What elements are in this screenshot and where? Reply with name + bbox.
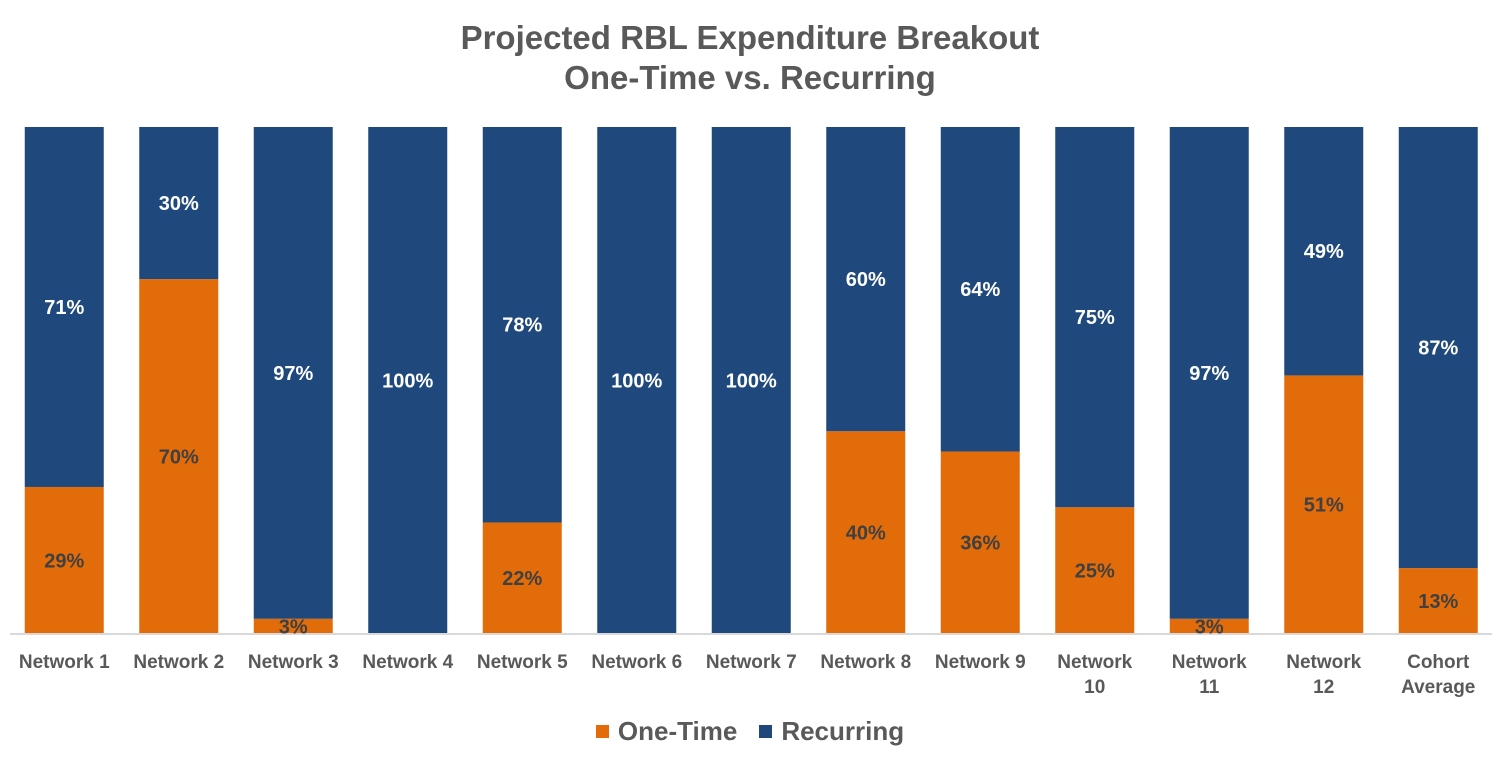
data-label-recurring-12: 49% — [1304, 241, 1344, 263]
legend-swatch-recurring — [759, 725, 773, 738]
data-label-one-time-5: 22% — [502, 568, 542, 590]
legend-item-one-time[interactable]: One-Time — [595, 716, 738, 747]
category-label-10-line-2: 10 — [1084, 677, 1105, 698]
category-label-2-line-1: Network 2 — [133, 652, 224, 673]
category-label-13-line-1: Cohort — [1407, 652, 1470, 673]
category-label-6-line-1: Network 6 — [591, 652, 682, 673]
bar-recurring-8 — [826, 127, 906, 432]
category-label-10-line-1: Network — [1057, 652, 1132, 673]
data-label-one-time-3: 3% — [279, 616, 308, 638]
category-label-11: Network 11 — [1172, 652, 1247, 698]
data-label-recurring-9: 64% — [960, 279, 1000, 301]
data-label-one-time-12: 51% — [1304, 495, 1344, 517]
chart-title: Projected RBL Expenditure Breakout One-T… — [0, 18, 1500, 98]
category-label-3-line-1: Network 3 — [248, 652, 339, 673]
bar-recurring-2 — [139, 127, 219, 280]
data-label-one-time-13: 13% — [1418, 591, 1458, 613]
data-label-one-time-11: 3% — [1195, 616, 1224, 638]
bar-recurring-10 — [1055, 127, 1135, 508]
category-label-12-line-1: Network — [1286, 652, 1361, 673]
category-label-5-line-1: Network 5 — [477, 652, 568, 673]
chart-title-line-2: One-Time vs. Recurring — [564, 59, 936, 96]
category-label-11-line-1: Network — [1172, 652, 1247, 673]
category-label-7: Network 7 — [706, 652, 797, 673]
data-label-one-time-1: 29% — [44, 550, 84, 572]
category-label-7-line-1: Network 7 — [706, 652, 797, 673]
category-label-1-line-1: Network 1 — [19, 652, 110, 673]
category-label-10: Network 10 — [1057, 652, 1132, 698]
bar-recurring-5 — [482, 127, 562, 523]
category-labels-group: Network 1 Network 2 Network 3 Network 4 Netw… — [19, 652, 1476, 698]
category-label-8-line-1: Network 8 — [820, 652, 911, 673]
legend: One-Time Recurring — [0, 716, 1500, 747]
data-labels-group: 29% 71% 70% 30% 3% 97% 100% 22% 78% 100% 100% 40% 60… — [44, 193, 1458, 638]
bar-recurring-4 — [368, 127, 448, 634]
bar-recurring-3 — [253, 127, 333, 619]
data-label-recurring-3: 97% — [273, 363, 313, 385]
data-label-recurring-6: 100% — [611, 371, 662, 393]
category-label-3: Network 3 — [248, 652, 339, 673]
bar-recurring-12 — [1284, 127, 1364, 376]
bar-one-time-11 — [1169, 618, 1249, 634]
bar-recurring-7 — [711, 127, 791, 634]
category-label-4-line-1: Network 4 — [362, 652, 453, 673]
bar-one-time-2 — [139, 279, 219, 634]
category-label-2: Network 2 — [133, 652, 224, 673]
bars-group — [24, 127, 1478, 634]
data-label-recurring-1: 71% — [44, 297, 84, 319]
category-label-9-line-1: Network 9 — [935, 652, 1026, 673]
category-label-12: Network 12 — [1286, 652, 1361, 698]
chart-title-line-1: Projected RBL Expenditure Breakout — [460, 19, 1040, 56]
legend-label-one-time: One-Time — [617, 716, 738, 746]
category-label-12-line-2: 12 — [1313, 677, 1334, 698]
bar-recurring-11 — [1169, 127, 1249, 619]
bar-one-time-3 — [253, 618, 333, 634]
category-label-13-line-2: Average — [1401, 677, 1475, 698]
category-label-4: Network 4 — [362, 652, 453, 673]
category-label-6: Network 6 — [591, 652, 682, 673]
bar-recurring-1 — [24, 127, 104, 487]
data-label-recurring-10: 75% — [1075, 307, 1115, 329]
bar-one-time-9 — [940, 451, 1020, 634]
bar-one-time-13 — [1398, 568, 1478, 634]
category-label-5: Network 5 — [477, 652, 568, 673]
data-label-one-time-8: 40% — [846, 523, 886, 545]
category-label-11-line-2: 11 — [1199, 677, 1220, 698]
data-label-one-time-9: 36% — [960, 533, 1000, 555]
bar-one-time-1 — [24, 486, 104, 634]
bar-recurring-13 — [1398, 127, 1478, 569]
bar-one-time-5 — [482, 522, 562, 634]
data-label-recurring-5: 78% — [502, 315, 542, 337]
legend-swatch-one-time — [595, 725, 609, 738]
bar-recurring-6 — [597, 127, 677, 634]
data-label-recurring-11: 97% — [1189, 363, 1229, 385]
legend-item-recurring[interactable]: Recurring — [759, 716, 904, 747]
legend-label-recurring: Recurring — [781, 716, 905, 746]
data-label-recurring-2: 30% — [159, 193, 199, 215]
bar-one-time-10 — [1055, 507, 1135, 634]
data-label-one-time-10: 25% — [1075, 561, 1115, 583]
category-label-8: Network 8 — [820, 652, 911, 673]
data-label-recurring-13: 87% — [1418, 338, 1458, 360]
data-label-one-time-2: 70% — [159, 447, 199, 469]
bar-recurring-9 — [940, 127, 1020, 452]
data-label-recurring-7: 100% — [726, 371, 777, 393]
bar-one-time-8 — [826, 431, 906, 634]
category-label-1: Network 1 — [19, 652, 110, 673]
category-label-9: Network 9 — [935, 652, 1026, 673]
category-label-13: Cohort Average — [1401, 652, 1475, 698]
bar-one-time-12 — [1284, 375, 1364, 634]
data-label-recurring-4: 100% — [382, 371, 433, 393]
data-label-recurring-8: 60% — [846, 269, 886, 291]
